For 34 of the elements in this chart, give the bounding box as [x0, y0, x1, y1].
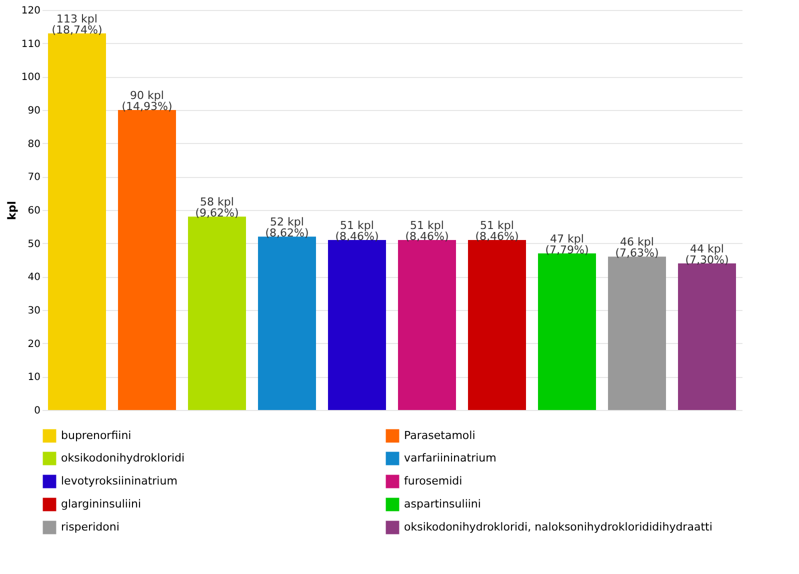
legend-label: buprenorfiini: [61, 428, 132, 442]
legend-label: varfariininatrium: [404, 452, 496, 464]
data-label: 51 kpl (8,46%): [475, 219, 519, 243]
y-tick-label: 20: [28, 338, 40, 350]
data-label: 51 kpl (8,46%): [335, 219, 379, 243]
legend-label: risperidoni: [61, 520, 120, 534]
data-label: 90 kpl (14,93%): [122, 89, 172, 113]
data-label: 52 kpl (8,62%): [265, 216, 309, 240]
y-axis-title: kpl: [5, 201, 18, 220]
data-label: 46 kpl (7,63%): [615, 236, 659, 260]
legend-label: glargininsuliini: [61, 498, 142, 510]
data-label: 113 kpl (18,74%): [52, 12, 102, 36]
legend-label: furosemidi: [404, 474, 462, 488]
legend-label: aspartinsuliini: [404, 498, 481, 510]
y-tick-label: 40: [28, 272, 40, 284]
legend-label: oksikodonihydrokloridi, naloksonihydroklorididihydraatti: [404, 520, 712, 534]
y-tick-label: 0: [34, 406, 40, 416]
y-tick-label: 70: [28, 172, 40, 184]
data-label: 58 kpl (9,62%): [195, 196, 239, 220]
y-tick-label: 100: [21, 72, 40, 84]
data-label: 47 kpl (7,79%): [545, 232, 589, 256]
legend-label: oksikodonihydrokloridi: [61, 452, 185, 464]
y-tick-label: 90: [28, 106, 40, 116]
y-tick-label: 60: [28, 206, 40, 216]
legend-label: Parasetamoli: [404, 428, 476, 442]
y-tick-label: 120: [21, 6, 40, 16]
y-tick-label: 110: [21, 38, 40, 50]
y-tick-label: 50: [28, 238, 40, 250]
y-tick-label: 30: [28, 306, 40, 316]
legend-label: levotyroksiininatrium: [61, 474, 178, 488]
y-tick-label: 10: [28, 372, 40, 384]
data-label: 44 kpl (7,30%): [685, 242, 729, 266]
y-tick-label: 80: [28, 138, 40, 150]
data-label: 51 kpl (8,46%): [405, 219, 449, 243]
